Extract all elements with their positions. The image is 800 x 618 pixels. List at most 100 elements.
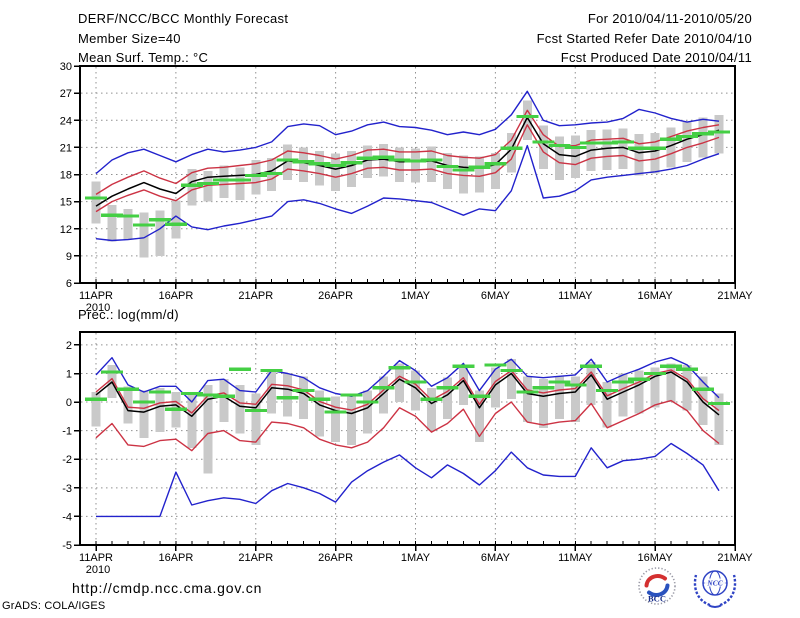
obs-dash xyxy=(436,164,459,168)
series-blue-lower-min xyxy=(96,442,720,518)
obs-dash xyxy=(660,137,683,141)
x-tick-label: 11APR xyxy=(79,552,113,564)
obs-dash xyxy=(612,140,635,144)
member-spread-bar xyxy=(586,362,596,405)
axis-ticks xyxy=(74,65,736,289)
obs-dash xyxy=(276,396,299,400)
member-spread-bar xyxy=(171,200,181,239)
obs-dash xyxy=(436,386,459,390)
member-spread-bar xyxy=(602,382,612,428)
obs-dash xyxy=(132,400,155,404)
obs-dash xyxy=(372,386,395,390)
obs-dash xyxy=(244,173,267,177)
member-spread-bar xyxy=(554,376,564,420)
member-spread-bar xyxy=(506,359,516,400)
obs-dashes xyxy=(85,363,730,414)
member-spread-bar xyxy=(411,148,420,183)
obs-dash xyxy=(676,134,699,139)
obs-dash xyxy=(420,397,443,401)
ncc-wreath-base-icon xyxy=(708,604,722,608)
member-spread-bar xyxy=(666,363,676,402)
obs-dash xyxy=(260,369,283,373)
obs-dash xyxy=(117,387,139,391)
temperature-chart: 11APR 16APR 21APR 26APR 1MAY 6MAY 11MAY 16MAY 21… xyxy=(60,61,754,314)
obs-dash xyxy=(628,146,651,150)
member-spread-bar xyxy=(666,127,676,168)
y-tick-label: -5 xyxy=(62,540,72,552)
x-tick-label: 21APR xyxy=(238,290,273,302)
obs-dash xyxy=(452,168,475,172)
member-spread-bar xyxy=(155,210,165,256)
member-spread-bar xyxy=(315,390,325,437)
y-tick-label: 27 xyxy=(60,88,72,100)
obs-dash xyxy=(164,407,187,411)
member-spread-bar xyxy=(714,114,724,154)
obs-dash xyxy=(324,163,347,168)
member-spread-bar xyxy=(474,156,484,193)
series-blue-upper-max xyxy=(95,357,720,403)
obs-dash xyxy=(580,141,603,145)
member-spread-bar xyxy=(634,133,644,176)
member-spread-bar xyxy=(395,147,404,182)
obs-dash xyxy=(276,158,299,162)
x-tick-label: 16APR xyxy=(158,290,193,302)
member-spread-bar xyxy=(427,146,436,182)
x-tick-label: 6MAY xyxy=(481,552,511,564)
member-spread-bar xyxy=(698,376,708,425)
ncc-wreath-left-icon xyxy=(693,574,711,607)
grid-lines xyxy=(81,333,734,544)
member-spread-bar xyxy=(395,363,404,402)
member-spread-bar xyxy=(347,396,357,445)
x-tick-label: 1MAY xyxy=(401,552,431,564)
plot-frame xyxy=(79,65,736,284)
member-spread-bar xyxy=(219,165,229,199)
ncc-text: NCC xyxy=(706,579,723,588)
member-spread-bar xyxy=(618,128,628,170)
obs-dash xyxy=(196,181,219,186)
member-spread-bar xyxy=(235,384,245,434)
x-tick-label: 21MAY xyxy=(717,290,753,302)
obs-dash xyxy=(292,389,315,393)
member-spread-bar xyxy=(379,143,389,177)
x-axis-year-label: 2010 xyxy=(86,302,110,314)
member-size-label: Member Size=40 xyxy=(78,31,181,46)
obs-dash xyxy=(500,369,523,373)
member-spread-bar xyxy=(650,132,660,174)
x-tick-label: 16MAY xyxy=(637,552,673,564)
obs-dash xyxy=(676,367,699,371)
member-spread-bar xyxy=(538,125,548,170)
obs-dash xyxy=(452,364,475,368)
ncc-wreath-right-icon xyxy=(719,574,737,607)
obs-dash xyxy=(372,155,395,159)
series-red-lower xyxy=(95,399,720,452)
member-spread-bar xyxy=(251,393,261,445)
obs-dash xyxy=(500,146,523,150)
member-spread-bar xyxy=(363,145,373,179)
obs-dash xyxy=(388,158,411,162)
member-spread-bar xyxy=(123,386,133,424)
bcc-text: BCC xyxy=(648,594,666,604)
obs-dash xyxy=(117,214,139,218)
y-tick-label: 30 xyxy=(60,61,72,73)
obs-dash xyxy=(148,390,171,394)
obs-dash xyxy=(196,393,219,397)
grid-lines xyxy=(81,67,734,282)
obs-dash xyxy=(228,367,251,371)
grads-credit: GrADS: COLA/IGES xyxy=(2,600,106,612)
series-red-upper xyxy=(95,109,720,195)
obs-dash xyxy=(692,387,714,391)
obs-dash xyxy=(628,377,651,381)
x-tick-label: 6MAY xyxy=(481,290,511,302)
member-spread-bar xyxy=(474,390,484,443)
member-spread-bar xyxy=(538,379,548,428)
y-tick-label: 9 xyxy=(66,251,72,263)
obs-dash xyxy=(484,162,507,166)
member-spread-bar xyxy=(602,129,612,170)
obs-dash xyxy=(356,400,379,404)
ncc-banner xyxy=(704,578,726,587)
obs-dash xyxy=(308,397,331,401)
y-tick-label: 1 xyxy=(66,369,72,381)
member-spread-bar xyxy=(91,181,101,224)
y-tick-label: -4 xyxy=(62,511,72,523)
